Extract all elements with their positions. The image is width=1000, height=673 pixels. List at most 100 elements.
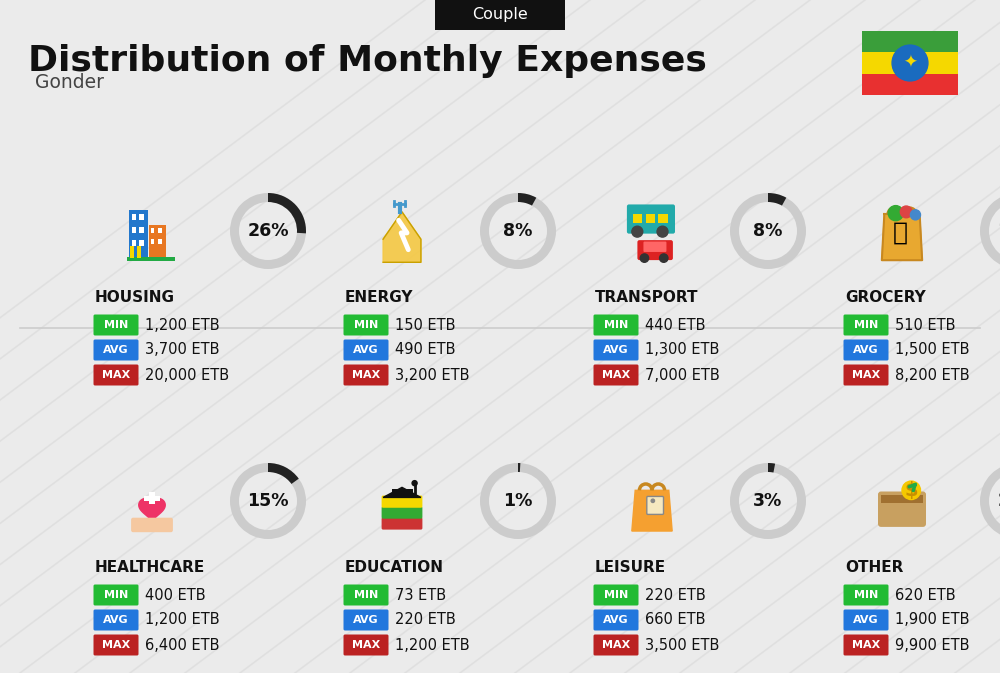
Text: EDUCATION: EDUCATION: [345, 561, 444, 575]
FancyBboxPatch shape: [94, 365, 138, 386]
FancyBboxPatch shape: [144, 496, 160, 501]
Circle shape: [900, 206, 912, 218]
FancyBboxPatch shape: [594, 314, 639, 336]
FancyBboxPatch shape: [132, 215, 136, 220]
Wedge shape: [768, 193, 786, 205]
Text: 9,900 ETB: 9,900 ETB: [895, 637, 970, 653]
Circle shape: [892, 45, 928, 81]
Text: 1,200 ETB: 1,200 ETB: [395, 637, 470, 653]
Text: 18%: 18%: [997, 222, 1000, 240]
FancyBboxPatch shape: [594, 365, 639, 386]
Text: 660 ETB: 660 ETB: [645, 612, 706, 627]
FancyBboxPatch shape: [129, 210, 148, 260]
Text: 1,900 ETB: 1,900 ETB: [895, 612, 970, 627]
Text: MAX: MAX: [852, 640, 880, 650]
FancyBboxPatch shape: [658, 214, 668, 223]
FancyBboxPatch shape: [594, 339, 639, 361]
Wedge shape: [230, 193, 306, 269]
Circle shape: [910, 210, 920, 220]
FancyBboxPatch shape: [647, 497, 664, 514]
FancyBboxPatch shape: [127, 257, 175, 261]
Text: 6,400 ETB: 6,400 ETB: [145, 637, 220, 653]
Text: 8%: 8%: [503, 222, 533, 240]
Text: 8,200 ETB: 8,200 ETB: [895, 367, 970, 382]
Text: AVG: AVG: [103, 615, 129, 625]
Polygon shape: [882, 214, 922, 260]
Text: MIN: MIN: [354, 320, 378, 330]
FancyBboxPatch shape: [844, 584, 889, 606]
FancyBboxPatch shape: [844, 365, 889, 386]
Wedge shape: [518, 463, 520, 472]
Text: 15%: 15%: [247, 492, 289, 510]
FancyBboxPatch shape: [158, 228, 162, 233]
FancyBboxPatch shape: [392, 489, 413, 497]
Text: 1,200 ETB: 1,200 ETB: [145, 318, 220, 332]
Text: AVG: AVG: [853, 345, 879, 355]
Text: TRANSPORT: TRANSPORT: [595, 291, 698, 306]
FancyBboxPatch shape: [878, 491, 926, 527]
Wedge shape: [768, 463, 775, 472]
FancyBboxPatch shape: [881, 495, 923, 503]
Text: 510 ETB: 510 ETB: [895, 318, 956, 332]
Text: 3,200 ETB: 3,200 ETB: [395, 367, 470, 382]
Text: MIN: MIN: [854, 320, 878, 330]
Wedge shape: [480, 463, 556, 539]
FancyBboxPatch shape: [633, 214, 642, 223]
FancyBboxPatch shape: [435, 0, 565, 30]
FancyBboxPatch shape: [643, 242, 666, 252]
Text: 26%: 26%: [247, 222, 289, 240]
FancyBboxPatch shape: [344, 365, 388, 386]
Text: MIN: MIN: [604, 320, 628, 330]
Text: GROCERY: GROCERY: [845, 291, 926, 306]
Text: MAX: MAX: [352, 640, 380, 650]
FancyBboxPatch shape: [151, 239, 154, 244]
Text: 220 ETB: 220 ETB: [395, 612, 456, 627]
Wedge shape: [230, 463, 306, 539]
FancyBboxPatch shape: [94, 635, 138, 656]
FancyBboxPatch shape: [844, 314, 889, 336]
Text: 440 ETB: 440 ETB: [645, 318, 706, 332]
Text: 20,000 ETB: 20,000 ETB: [145, 367, 229, 382]
Circle shape: [657, 226, 668, 237]
FancyBboxPatch shape: [627, 205, 675, 234]
Text: ✦: ✦: [903, 54, 917, 72]
Text: 21%: 21%: [997, 492, 1000, 510]
Circle shape: [640, 254, 649, 262]
Text: AVG: AVG: [353, 615, 379, 625]
FancyBboxPatch shape: [137, 246, 141, 258]
Text: 3%: 3%: [753, 492, 783, 510]
Text: 1,500 ETB: 1,500 ETB: [895, 343, 970, 357]
FancyBboxPatch shape: [158, 239, 162, 244]
FancyBboxPatch shape: [594, 610, 639, 631]
Text: MIN: MIN: [354, 590, 378, 600]
Text: 1%: 1%: [503, 492, 533, 510]
Text: MIN: MIN: [104, 590, 128, 600]
Text: 400 ETB: 400 ETB: [145, 588, 206, 602]
Text: MIN: MIN: [604, 590, 628, 600]
FancyBboxPatch shape: [94, 314, 138, 336]
Wedge shape: [730, 193, 806, 269]
Circle shape: [660, 254, 668, 262]
Wedge shape: [518, 193, 536, 205]
Circle shape: [902, 481, 920, 499]
Text: 3,700 ETB: 3,700 ETB: [145, 343, 220, 357]
FancyBboxPatch shape: [139, 215, 144, 220]
FancyBboxPatch shape: [844, 635, 889, 656]
Wedge shape: [730, 463, 806, 539]
Text: MAX: MAX: [852, 370, 880, 380]
FancyBboxPatch shape: [94, 339, 138, 361]
Wedge shape: [980, 193, 1000, 269]
Text: Gonder: Gonder: [35, 73, 104, 92]
Text: MIN: MIN: [104, 320, 128, 330]
Wedge shape: [268, 463, 299, 484]
FancyBboxPatch shape: [131, 518, 173, 532]
FancyBboxPatch shape: [382, 518, 422, 530]
FancyBboxPatch shape: [862, 73, 958, 95]
Text: AVG: AVG: [103, 345, 129, 355]
FancyBboxPatch shape: [862, 31, 958, 52]
Text: 150 ETB: 150 ETB: [395, 318, 456, 332]
Wedge shape: [480, 193, 556, 269]
Text: 73 ETB: 73 ETB: [395, 588, 446, 602]
FancyBboxPatch shape: [344, 584, 388, 606]
Text: Couple: Couple: [472, 7, 528, 22]
